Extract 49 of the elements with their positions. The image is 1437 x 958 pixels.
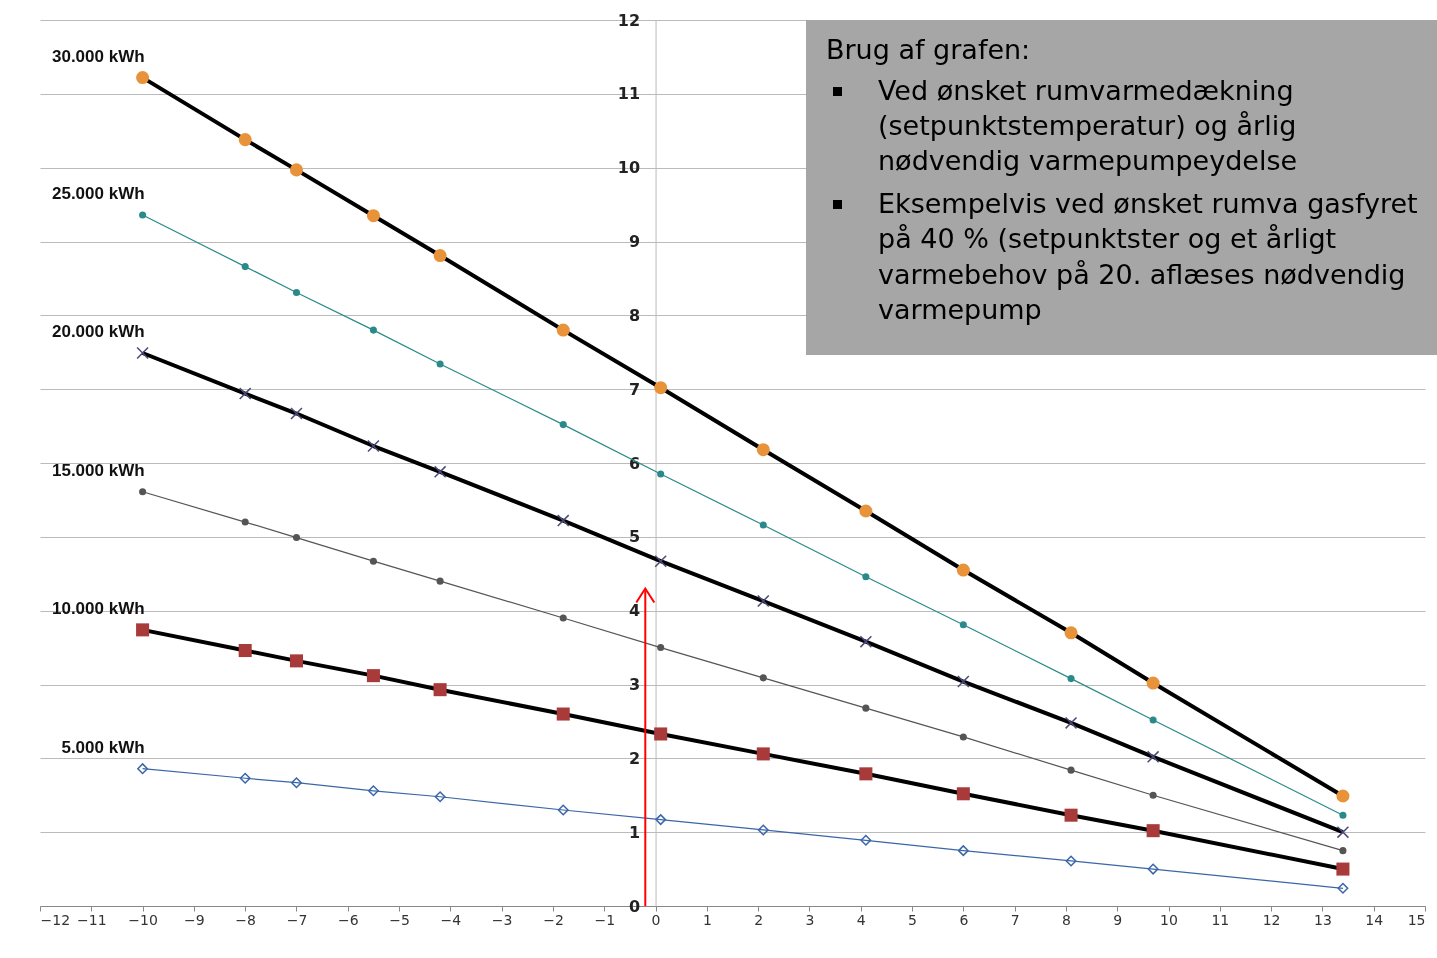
x-tick-label: −9 [184, 911, 205, 928]
x-tick-label: 2 [754, 911, 764, 928]
x-tick-label: 8 [1061, 911, 1071, 928]
series-label: 15.000 kWh [51, 460, 145, 480]
y-tick-label: 9 [628, 232, 641, 251]
annotation: Eksempelvis ved ønsket rumva gasfyret på 40 % (setpunktster og et årligt varmebehov på 20. aflæses nødvendig varmepump [878, 187, 1419, 327]
x-tick-label: 7 [1010, 911, 1020, 928]
x-tick-label: −3 [491, 911, 513, 928]
series-label: 30.000 kWh [51, 46, 145, 66]
x-tick-label: 9 [1113, 911, 1123, 928]
note-box: Brug af grafen: Ved ønsket rumvarmedækning (setpunktstemperatur) og årlig nødvendig varmepumpeydelse Eksempelvis ved ønsket rumva gasfyret på 40 % (setpunktster og et årligt varmebehov på 20. aflæses nødvendig varmepump [806, 20, 1437, 355]
x-tick-label: −10 [128, 911, 158, 928]
x-tick-label: 11 [1211, 911, 1230, 928]
x-tick-label: 13 [1313, 911, 1332, 928]
x-tick-label: −5 [389, 911, 410, 928]
y-tick-label: 5 [628, 527, 641, 547]
y-tick-label: 2 [628, 748, 641, 768]
x-tick-label: −6 [337, 911, 359, 928]
series-label: 10.000 kWh [51, 598, 145, 618]
x-tick-label: 14 [1365, 911, 1384, 928]
x-tick-label: 0 [651, 911, 661, 928]
y-tick-label: 4 [628, 601, 641, 621]
series-label: 20.000 kWh [51, 321, 145, 341]
x-tick-label: 3 [805, 911, 815, 928]
x-tick-label: −11 [77, 911, 107, 928]
x-tick-label: −2 [543, 911, 564, 928]
y-tick-label: 11 [617, 84, 641, 104]
x-tick-label: −7 [286, 911, 308, 928]
y-tick-label: 1 [628, 822, 641, 842]
y-tick-label: 12 [617, 10, 641, 30]
x-tick-label: 10 [1160, 911, 1178, 928]
x-tick-label: −4 [440, 911, 462, 928]
annotation: Ved ønsket rumvarmedækning (setpunktstemperatur) og årlig nødvendig varmepumpeydelse [878, 74, 1299, 179]
annotation: Brug af grafen: [826, 33, 1032, 67]
series-label: 25.000 kWh [51, 183, 145, 203]
y-tick-label: 10 [617, 158, 641, 178]
x-tick-label: 6 [959, 911, 969, 928]
x-tick-label: −12 [40, 911, 71, 928]
y-tick-label: 8 [628, 305, 641, 325]
series-label: 5.000 kWh [61, 737, 145, 757]
x-tick-label: 12 [1262, 911, 1281, 928]
x-tick-label: −1 [594, 911, 616, 928]
x-tick-label: 1 [702, 911, 712, 928]
x-tick-label: 4 [856, 911, 866, 928]
y-tick-label: 3 [628, 675, 641, 694]
x-tick-label: 5 [908, 911, 917, 928]
x-tick-label: −8 [235, 911, 257, 928]
x-tick-label: 15 [1407, 911, 1426, 928]
y-tick-label: 7 [628, 379, 641, 399]
